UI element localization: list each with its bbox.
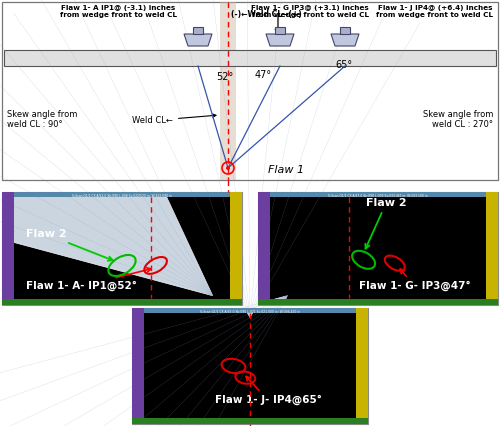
Text: Flaw 1- A- IP1@52°: Flaw 1- A- IP1@52°	[26, 268, 151, 291]
Bar	[258, 299, 498, 305]
Text: Flaw 1- G IP3@ (+3.1) inches
from wedge front to weld CL: Flaw 1- G IP3@ (+3.1) inches from wedge …	[251, 5, 369, 18]
Bar	[132, 417, 368, 424]
Text: Weld CL←: Weld CL←	[132, 114, 216, 125]
Bar	[270, 192, 486, 197]
Polygon shape	[80, 0, 420, 317]
Bar	[193, 27, 203, 34]
Bar	[258, 192, 270, 305]
Bar	[220, 2, 236, 180]
Text: 65°: 65°	[335, 60, 352, 70]
Bar	[258, 192, 498, 305]
Text: (-)←Weld CL→(+): (-)←Weld CL→(+)	[231, 9, 302, 18]
Text: Flaw 2: Flaw 2	[26, 229, 113, 261]
Bar	[340, 27, 350, 34]
Text: S-Scan G1/1 CX.A/52.0 Sk:090 L:008 Sv:022/520 in: W:423.090 in: S-Scan G1/1 CX.A/52.0 Sk:090 L:008 Sv:02…	[72, 194, 172, 198]
Polygon shape	[0, 296, 288, 426]
Polygon shape	[331, 34, 359, 46]
Text: Skew angle from
weld CL : 90°: Skew angle from weld CL : 90°	[7, 110, 78, 130]
Text: Flaw 1- J IP4@ (+6.4) inches
from wedge front to weld CL: Flaw 1- J IP4@ (+6.4) inches from wedge …	[376, 5, 494, 18]
Bar	[486, 192, 498, 305]
Bar	[275, 27, 285, 34]
Polygon shape	[184, 34, 212, 46]
Bar	[356, 308, 368, 424]
Text: S-Scan G1/1 CX.A/65.0 Sk:090 L:021 Sv:021.000 in: W:006.420 in: S-Scan G1/1 CX.A/65.0 Sk:090 L:021 Sv:02…	[200, 310, 300, 314]
Bar	[2, 299, 242, 305]
Bar	[230, 192, 242, 305]
Text: Flaw 2: Flaw 2	[366, 198, 406, 249]
Circle shape	[226, 166, 230, 170]
Text: 52°: 52°	[216, 72, 233, 82]
Text: 47°: 47°	[255, 70, 272, 80]
Bar	[144, 308, 356, 313]
Bar	[132, 308, 144, 424]
Bar	[132, 308, 368, 424]
Text: Skew angle from
weld CL : 270°: Skew angle from weld CL : 270°	[422, 110, 493, 130]
Bar	[2, 192, 14, 305]
Polygon shape	[266, 34, 294, 46]
Bar	[2, 192, 242, 305]
Text: Flaw 1- A IP1@ (-3.1) inches
from wedge front to weld CL: Flaw 1- A IP1@ (-3.1) inches from wedge …	[60, 5, 176, 18]
Polygon shape	[0, 0, 212, 296]
Bar	[4, 50, 496, 66]
Bar	[2, 2, 498, 180]
Bar	[14, 192, 230, 197]
Text: S-Scan G1/1 CX.A/47.0 Sk:090 L:003 Sv:033.441 in: W:503.100 in: S-Scan G1/1 CX.A/47.0 Sk:090 L:003 Sv:03…	[328, 194, 428, 198]
Text: Flaw 1- J- IP4@65°: Flaw 1- J- IP4@65°	[214, 377, 322, 406]
Text: Flaw 1- G- IP3@47°: Flaw 1- G- IP3@47°	[359, 269, 470, 291]
Text: Flaw 1: Flaw 1	[268, 165, 304, 175]
